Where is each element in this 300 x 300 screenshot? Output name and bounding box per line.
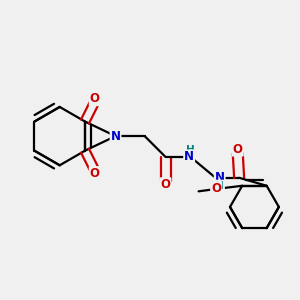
Text: O: O — [90, 92, 100, 105]
Text: O: O — [160, 178, 170, 191]
Text: N: N — [110, 130, 121, 142]
Text: O: O — [233, 143, 243, 156]
Text: N: N — [184, 150, 194, 164]
Text: H: H — [215, 181, 224, 190]
Text: N: N — [215, 171, 225, 184]
Text: H: H — [186, 145, 195, 155]
Text: O: O — [211, 182, 221, 195]
Text: O: O — [90, 167, 100, 180]
